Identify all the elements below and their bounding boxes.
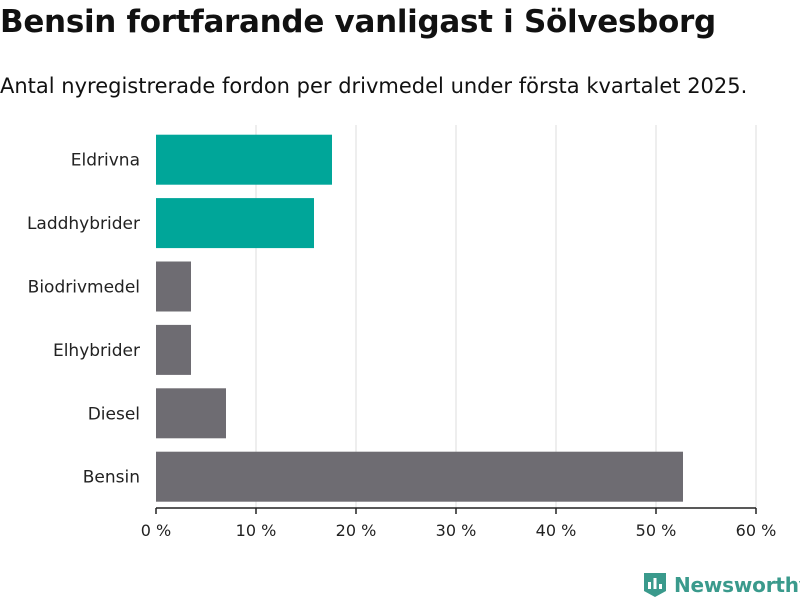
bar [156, 134, 332, 185]
x-tick-label: 60 % [736, 521, 777, 540]
chart-subtitle: Antal nyregistrerade fordon per drivmede… [0, 74, 748, 98]
category-label: Laddhybrider [27, 214, 140, 234]
x-tick-label: 10 % [236, 521, 277, 540]
category-label: Bensin [83, 468, 140, 488]
x-tick-label: 50 % [636, 521, 677, 540]
bar [156, 261, 191, 312]
bar [156, 324, 191, 375]
logo-text: Newsworthy [674, 573, 800, 597]
chart-title: Bensin fortfarande vanligast i Sölvesbor… [0, 4, 716, 40]
category-label: Eldrivna [71, 151, 140, 171]
x-tick-label: 0 % [141, 521, 171, 540]
category-label: Elhybrider [53, 341, 140, 361]
bar-chart-pin-icon [644, 573, 666, 597]
bar [156, 388, 226, 439]
x-tick-label: 40 % [536, 521, 577, 540]
bar [156, 198, 314, 249]
bar [156, 451, 683, 502]
category-label: Diesel [88, 404, 140, 424]
category-label: Biodrivmedel [28, 278, 140, 298]
newsworthy-logo: Newsworthy [644, 570, 800, 600]
x-tick-label: 30 % [436, 521, 477, 540]
x-tick-label: 20 % [336, 521, 377, 540]
